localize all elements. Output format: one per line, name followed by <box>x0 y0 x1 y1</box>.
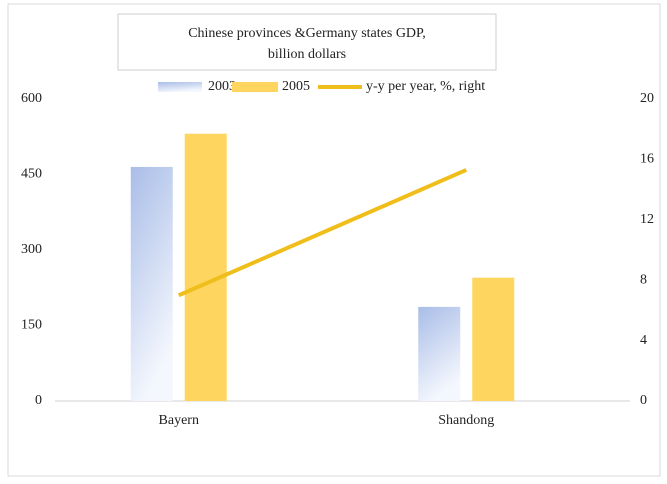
chart-frame <box>7 3 661 477</box>
bar <box>472 277 515 401</box>
bar <box>418 306 461 401</box>
y2-tick-label: 12 <box>640 212 654 227</box>
y-tick-label: 300 <box>21 242 42 257</box>
y2-tick-label: 4 <box>640 333 647 348</box>
y2-tick-label: 20 <box>640 91 654 106</box>
title-box <box>117 13 497 71</box>
legend-label: 2003 <box>208 79 236 94</box>
y-tick-label: 150 <box>21 318 42 333</box>
legend-swatch <box>232 82 278 92</box>
x-tick-label: Bayern <box>159 413 199 428</box>
y-tick-label: 450 <box>21 167 42 182</box>
y2-tick-label: 8 <box>640 272 647 287</box>
bar <box>130 166 173 401</box>
y-tick-label: 0 <box>35 393 42 408</box>
y2-tick-label: 0 <box>640 393 647 408</box>
legend-swatch <box>158 82 202 92</box>
y-tick-label: 600 <box>21 91 42 106</box>
x-tick-label: Shandong <box>438 413 494 428</box>
line-series <box>177 168 468 298</box>
chart-title: Chinese provinces &Germany states GDP, bi… <box>188 26 426 62</box>
y2-tick-label: 16 <box>640 152 654 167</box>
bar <box>184 133 227 402</box>
legend-label: 2005 <box>282 79 310 94</box>
legend-label: y-y per year, %, right <box>366 79 485 94</box>
